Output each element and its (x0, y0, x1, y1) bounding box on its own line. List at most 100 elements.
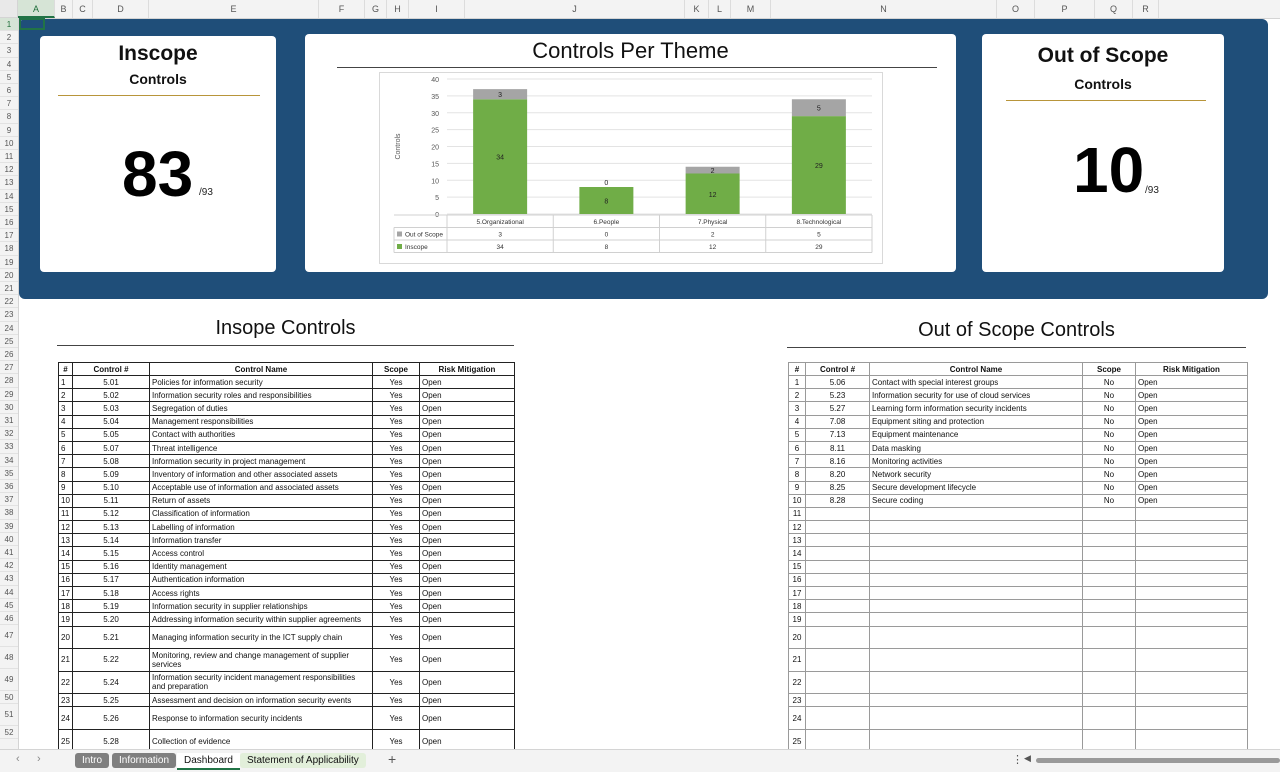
inscope-cell[interactable]: Yes (372, 374, 420, 390)
inscope-cell[interactable]: 22 (58, 670, 73, 695)
row-header-35[interactable]: 35 (0, 467, 18, 480)
outscope-cell[interactable]: 15 (788, 559, 806, 574)
inscope-cell[interactable]: 5.12 (72, 506, 150, 522)
outscope-cell[interactable]: Open (1135, 440, 1248, 456)
row-header-20[interactable]: 20 (0, 269, 18, 282)
outscope-cell[interactable] (1135, 625, 1248, 650)
row-header-3[interactable]: 3 (0, 44, 18, 58)
inscope-cell[interactable]: 23 (58, 693, 73, 708)
inscope-cell[interactable]: 4 (58, 414, 73, 429)
inscope-cell[interactable]: 5.20 (72, 612, 150, 627)
column-header-a[interactable]: A (18, 0, 55, 18)
row-header-14[interactable]: 14 (0, 190, 18, 203)
inscope-cell[interactable]: Information security in supplier relatio… (149, 599, 373, 614)
outscope-cell[interactable]: 12 (788, 520, 806, 535)
outscope-cell[interactable]: 17 (788, 585, 806, 601)
outscope-cell[interactable]: 23 (788, 693, 806, 708)
outscope-cell[interactable] (805, 572, 870, 588)
outscope-cell[interactable] (869, 648, 1083, 672)
inscope-cell[interactable]: 3 (58, 401, 73, 416)
outscope-cell[interactable] (1135, 612, 1248, 627)
outscope-cell[interactable] (1135, 706, 1248, 730)
outscope-cell[interactable]: Monitoring activities (869, 454, 1083, 469)
outscope-cell[interactable]: 10 (788, 493, 806, 508)
inscope-cell[interactable]: Information transfer (149, 533, 373, 548)
row-header-40[interactable]: 40 (0, 533, 18, 546)
outscope-cell[interactable] (1082, 533, 1136, 548)
row-header-36[interactable]: 36 (0, 480, 18, 494)
outscope-cell[interactable] (869, 625, 1083, 650)
outscope-cell[interactable] (869, 546, 1083, 561)
inscope-cell[interactable]: 5.22 (72, 648, 150, 672)
outscope-cell[interactable]: 8.25 (805, 480, 870, 495)
outscope-cell[interactable] (1135, 506, 1248, 522)
inscope-cell[interactable]: Yes (372, 414, 420, 429)
inscope-cell[interactable]: Open (419, 706, 515, 730)
outscope-cell[interactable] (869, 520, 1083, 535)
column-header-l[interactable]: L (709, 0, 731, 18)
inscope-cell[interactable]: 5.24 (72, 670, 150, 695)
outscope-cell[interactable] (1135, 693, 1248, 708)
row-header-44[interactable]: 44 (0, 586, 18, 599)
row-header-1[interactable]: 1 (0, 18, 18, 32)
sheet-tab-information[interactable]: Information (112, 753, 177, 768)
outscope-cell[interactable]: 9 (788, 480, 806, 495)
row-header-2[interactable]: 2 (0, 31, 18, 45)
outscope-cell[interactable]: 6 (788, 440, 806, 456)
inscope-cell[interactable]: 19 (58, 612, 73, 627)
inscope-cell[interactable]: Yes (372, 467, 420, 482)
column-header-g[interactable]: G (365, 0, 387, 18)
outscope-cell[interactable] (869, 533, 1083, 548)
outscope-cell[interactable] (1135, 546, 1248, 561)
controls-per-theme-chart[interactable]: 4035302520151050Controls343801222955.Org… (379, 72, 883, 264)
inscope-cell[interactable]: Open (419, 401, 515, 416)
row-header-45[interactable]: 45 (0, 599, 18, 612)
inscope-cell[interactable]: 13 (58, 533, 73, 548)
inscope-cell[interactable]: Open (419, 546, 515, 561)
column-header-p[interactable]: P (1035, 0, 1095, 18)
inscope-cell[interactable]: Threat intelligence (149, 440, 373, 456)
outscope-cell[interactable]: Equipment siting and protection (869, 414, 1083, 429)
outscope-cell[interactable] (869, 693, 1083, 708)
outscope-cell[interactable]: Open (1135, 493, 1248, 508)
inscope-cell[interactable]: 18 (58, 599, 73, 614)
outscope-cell[interactable]: No (1082, 414, 1136, 429)
outscope-cell[interactable]: Open (1135, 467, 1248, 482)
plus-icon[interactable]: + (388, 751, 397, 767)
outscope-cell[interactable] (869, 585, 1083, 601)
outscope-cell[interactable] (869, 670, 1083, 695)
inscope-cell[interactable]: Managing information security in the ICT… (149, 625, 373, 650)
row-header-13[interactable]: 13 (0, 176, 18, 190)
inscope-cell[interactable]: Open (419, 388, 515, 403)
inscope-cell[interactable]: 5.18 (72, 585, 150, 601)
inscope-cell[interactable]: Yes (372, 648, 420, 672)
row-header-23[interactable]: 23 (0, 308, 18, 322)
inscope-cell[interactable]: Open (419, 440, 515, 456)
row-header-38[interactable]: 38 (0, 506, 18, 520)
row-header-16[interactable]: 16 (0, 216, 18, 230)
inscope-cell[interactable]: Open (419, 533, 515, 548)
outscope-cell[interactable]: Open (1135, 427, 1248, 442)
inscope-cell[interactable]: Classification of information (149, 506, 373, 522)
row-header-4[interactable]: 4 (0, 58, 18, 71)
outscope-cell[interactable] (869, 572, 1083, 588)
outscope-cell[interactable]: 5.06 (805, 374, 870, 390)
outscope-cell[interactable] (1082, 506, 1136, 522)
outscope-cell[interactable]: 5 (788, 427, 806, 442)
inscope-cell[interactable]: Open (419, 599, 515, 614)
inscope-cell[interactable]: Yes (372, 572, 420, 588)
outscope-cell[interactable] (805, 648, 870, 672)
outscope-cell[interactable] (1135, 599, 1248, 614)
outscope-cell[interactable] (1082, 546, 1136, 561)
inscope-cell[interactable]: Open (419, 670, 515, 695)
column-header-j[interactable]: J (465, 0, 685, 18)
sheet-tab-intro[interactable]: Intro (75, 753, 110, 768)
inscope-cell[interactable]: Yes (372, 388, 420, 403)
inscope-cell[interactable]: Yes (372, 401, 420, 416)
inscope-cell[interactable]: Management responsibilities (149, 414, 373, 429)
row-header-43[interactable]: 43 (0, 572, 18, 586)
outscope-cell[interactable] (805, 533, 870, 548)
row-header-8[interactable]: 8 (0, 110, 18, 124)
inscope-cell[interactable]: Yes (372, 533, 420, 548)
outscope-cell[interactable] (1135, 670, 1248, 695)
